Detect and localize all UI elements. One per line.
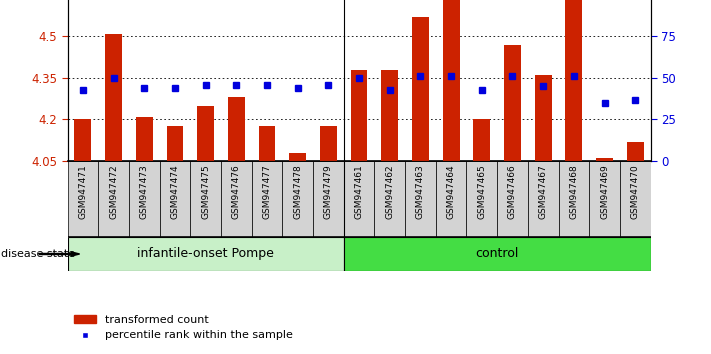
Text: GSM947472: GSM947472 — [109, 164, 118, 219]
Text: GSM947476: GSM947476 — [232, 164, 241, 219]
Legend: transformed count, percentile rank within the sample: transformed count, percentile rank withi… — [70, 310, 297, 345]
Bar — [343, 161, 375, 237]
Bar — [466, 161, 497, 237]
Text: GSM947473: GSM947473 — [140, 164, 149, 219]
Bar — [375, 161, 405, 237]
Bar — [351, 69, 368, 161]
Bar — [559, 161, 589, 237]
Text: infantile-onset Pompe: infantile-onset Pompe — [137, 247, 274, 261]
Bar — [289, 153, 306, 161]
Bar — [98, 161, 129, 237]
Bar — [136, 117, 153, 161]
Text: GSM947463: GSM947463 — [416, 164, 425, 219]
Bar — [412, 17, 429, 161]
Text: GSM947471: GSM947471 — [78, 164, 87, 219]
Bar — [68, 237, 343, 271]
Text: GSM947477: GSM947477 — [262, 164, 272, 219]
Text: GSM947470: GSM947470 — [631, 164, 640, 219]
Bar — [589, 161, 620, 237]
Bar — [443, 0, 459, 161]
Bar — [497, 161, 528, 237]
Text: GSM947475: GSM947475 — [201, 164, 210, 219]
Text: GSM947465: GSM947465 — [477, 164, 486, 219]
Text: GSM947474: GSM947474 — [171, 164, 179, 219]
Text: GSM947479: GSM947479 — [324, 164, 333, 219]
Bar — [166, 126, 183, 161]
Bar — [75, 119, 91, 161]
Bar — [343, 237, 651, 271]
Text: GSM947469: GSM947469 — [600, 164, 609, 219]
Bar — [228, 97, 245, 161]
Bar — [436, 161, 466, 237]
Bar — [627, 142, 643, 161]
Text: disease state: disease state — [1, 249, 75, 259]
Bar — [159, 161, 191, 237]
Bar — [620, 161, 651, 237]
Text: GSM947462: GSM947462 — [385, 164, 394, 219]
Bar — [313, 161, 343, 237]
Text: GSM947461: GSM947461 — [355, 164, 363, 219]
Bar — [405, 161, 436, 237]
Bar — [221, 161, 252, 237]
Bar — [565, 0, 582, 161]
Bar — [320, 126, 337, 161]
Bar — [252, 161, 282, 237]
Bar — [381, 69, 398, 161]
Text: GSM947467: GSM947467 — [539, 164, 547, 219]
Bar — [197, 105, 214, 161]
Bar — [596, 158, 613, 161]
Bar — [504, 45, 521, 161]
Bar — [191, 161, 221, 237]
Bar — [528, 161, 559, 237]
Bar — [105, 34, 122, 161]
Text: GSM947478: GSM947478 — [293, 164, 302, 219]
Text: GSM947464: GSM947464 — [447, 164, 456, 219]
Text: GSM947468: GSM947468 — [570, 164, 578, 219]
Bar — [282, 161, 313, 237]
Bar — [68, 161, 98, 237]
Text: GSM947466: GSM947466 — [508, 164, 517, 219]
Bar — [129, 161, 159, 237]
Bar — [259, 126, 275, 161]
Text: control: control — [476, 247, 519, 261]
Bar — [474, 119, 491, 161]
Bar — [535, 75, 552, 161]
